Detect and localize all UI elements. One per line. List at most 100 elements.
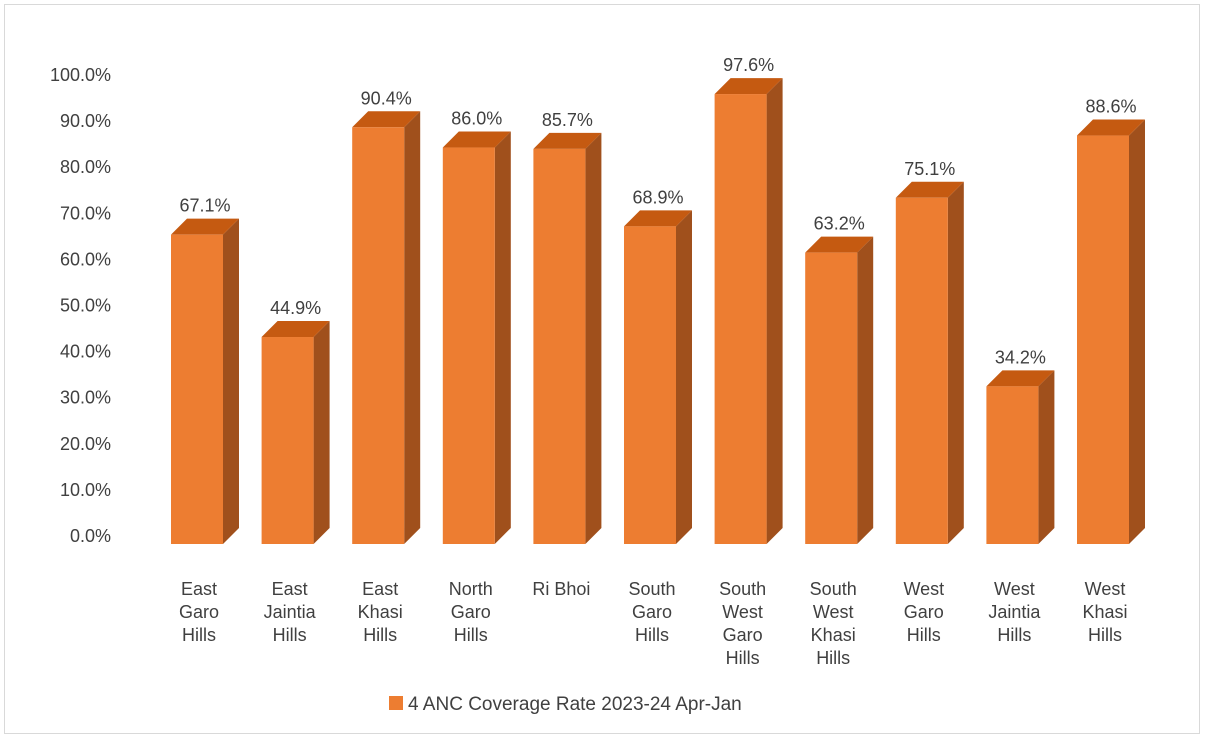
x-category-label-line: West <box>1085 579 1126 599</box>
x-category-label-line: Hills <box>997 625 1031 645</box>
bar-front <box>1077 135 1129 544</box>
x-category-label-line: Hills <box>363 625 397 645</box>
bar-side <box>1038 370 1055 544</box>
x-category-label-line: Ri Bhoi <box>532 579 590 599</box>
x-category-label-line: South <box>810 579 857 599</box>
bar-front <box>352 127 405 545</box>
data-label: 63.2% <box>814 214 865 234</box>
x-category-label-line: Khasi <box>1082 602 1127 622</box>
x-category-label: South West Khasi Hills <box>810 579 857 668</box>
legend: 4 ANC Coverage Rate 2023-24 Apr-Jan <box>389 694 742 715</box>
x-category-label-line: Khasi <box>811 625 856 645</box>
data-label: 85.7% <box>542 110 593 130</box>
x-category-label-line: Garo <box>451 602 491 622</box>
bar-front <box>261 337 314 544</box>
data-label: 75.1% <box>904 159 955 179</box>
x-category-label-line: Khasi <box>358 602 403 622</box>
x-category-label: East Khasi Hills <box>358 579 403 645</box>
y-tick-label: 0.0% <box>70 526 111 546</box>
data-label: 44.9% <box>270 298 321 318</box>
x-category-label-line: West <box>903 579 944 599</box>
data-label: 34.2% <box>995 347 1046 367</box>
x-category-label-line: South <box>628 579 675 599</box>
y-tick-label: 70.0% <box>60 203 111 223</box>
bar-top <box>895 181 964 198</box>
x-category-label-line: Hills <box>1088 625 1122 645</box>
legend-swatch <box>389 696 403 710</box>
bar-top <box>986 370 1055 387</box>
data-label: 86.0% <box>451 109 502 129</box>
bar <box>533 132 602 544</box>
x-category-label-line: Garo <box>723 625 763 645</box>
x-category-label-line: West <box>994 579 1035 599</box>
chart-frame: 0.0% 10.0% 20.0% 30.0% 40.0% 50.0% 60.0% 70.0% 8… <box>4 4 1200 734</box>
x-category-label: Ri Bhoi <box>532 579 590 599</box>
x-category-label: South West Garo Hills <box>719 579 766 668</box>
bar <box>261 321 330 544</box>
x-category-label-line: East <box>272 579 308 599</box>
bar-front <box>986 386 1039 544</box>
y-tick-label: 30.0% <box>60 388 111 408</box>
bar-top <box>1077 119 1145 136</box>
data-label: 97.6% <box>723 55 774 75</box>
bar-top <box>352 111 421 128</box>
x-category-label: South Garo Hills <box>628 579 675 645</box>
x-category-label-line: North <box>449 579 493 599</box>
x-category-label-line: West <box>813 602 854 622</box>
bar-side <box>313 321 330 544</box>
y-tick-label: 90.0% <box>60 111 111 131</box>
x-category-label: North Garo Hills <box>449 579 493 645</box>
bar-side <box>1129 119 1145 544</box>
bars <box>171 78 1145 545</box>
x-category-label-line: Hills <box>816 648 850 668</box>
bar <box>352 111 421 545</box>
x-category-label-line: Garo <box>179 602 219 622</box>
data-label: 90.4% <box>361 88 412 108</box>
chart-svg: 0.0% 10.0% 20.0% 30.0% 40.0% 50.0% 60.0% 70.0% 8… <box>50 55 1145 715</box>
x-category-label: West Jaintia Hills <box>988 579 1041 645</box>
y-tick-label: 10.0% <box>60 480 111 500</box>
data-label: 67.1% <box>179 196 230 216</box>
bar <box>805 236 874 544</box>
x-category-label-line: Jaintia <box>988 602 1041 622</box>
bar <box>986 370 1055 544</box>
y-tick-label: 60.0% <box>60 249 111 269</box>
bar <box>895 181 964 544</box>
bar-front <box>895 197 948 544</box>
y-tick-label: 100.0% <box>50 65 111 85</box>
x-category-label-line: Hills <box>454 625 488 645</box>
bar-front <box>805 252 858 544</box>
bar-top <box>442 131 511 148</box>
bar-side <box>857 236 874 544</box>
x-category-label: East Garo Hills <box>179 579 219 645</box>
y-tick-label: 40.0% <box>60 342 111 362</box>
bar-side <box>676 210 692 544</box>
x-category-label: West Garo Hills <box>903 579 944 645</box>
data-label: 88.6% <box>1085 97 1136 117</box>
bar <box>171 218 239 544</box>
bar-front <box>533 148 586 544</box>
x-category-label-line: Hills <box>273 625 307 645</box>
bar-top <box>261 321 330 338</box>
bar-side <box>494 131 511 544</box>
data-labels: 67.1% 44.9% 90.4% 86.0% 85.7% 68.9% 97.6% 63.2%… <box>179 55 1136 367</box>
bar-front <box>714 94 767 545</box>
y-tick-label: 20.0% <box>60 434 111 454</box>
bar-front <box>171 234 223 544</box>
bar <box>442 131 511 545</box>
bar <box>624 210 692 544</box>
y-axis: 0.0% 10.0% 20.0% 30.0% 40.0% 50.0% 60.0% 70.0% 8… <box>50 65 111 546</box>
bar-top <box>624 210 692 227</box>
bar <box>714 78 783 545</box>
bar-top <box>714 78 783 95</box>
x-category-label-line: East <box>362 579 398 599</box>
bar-side <box>404 111 421 545</box>
x-category-label-line: Hills <box>726 648 760 668</box>
y-tick-label: 80.0% <box>60 157 111 177</box>
bar-front <box>624 226 676 544</box>
bar-side <box>223 218 239 544</box>
bar <box>1077 119 1145 544</box>
x-category-label-line: West <box>722 602 763 622</box>
bar-top <box>805 236 874 253</box>
x-category-label-line: East <box>181 579 217 599</box>
